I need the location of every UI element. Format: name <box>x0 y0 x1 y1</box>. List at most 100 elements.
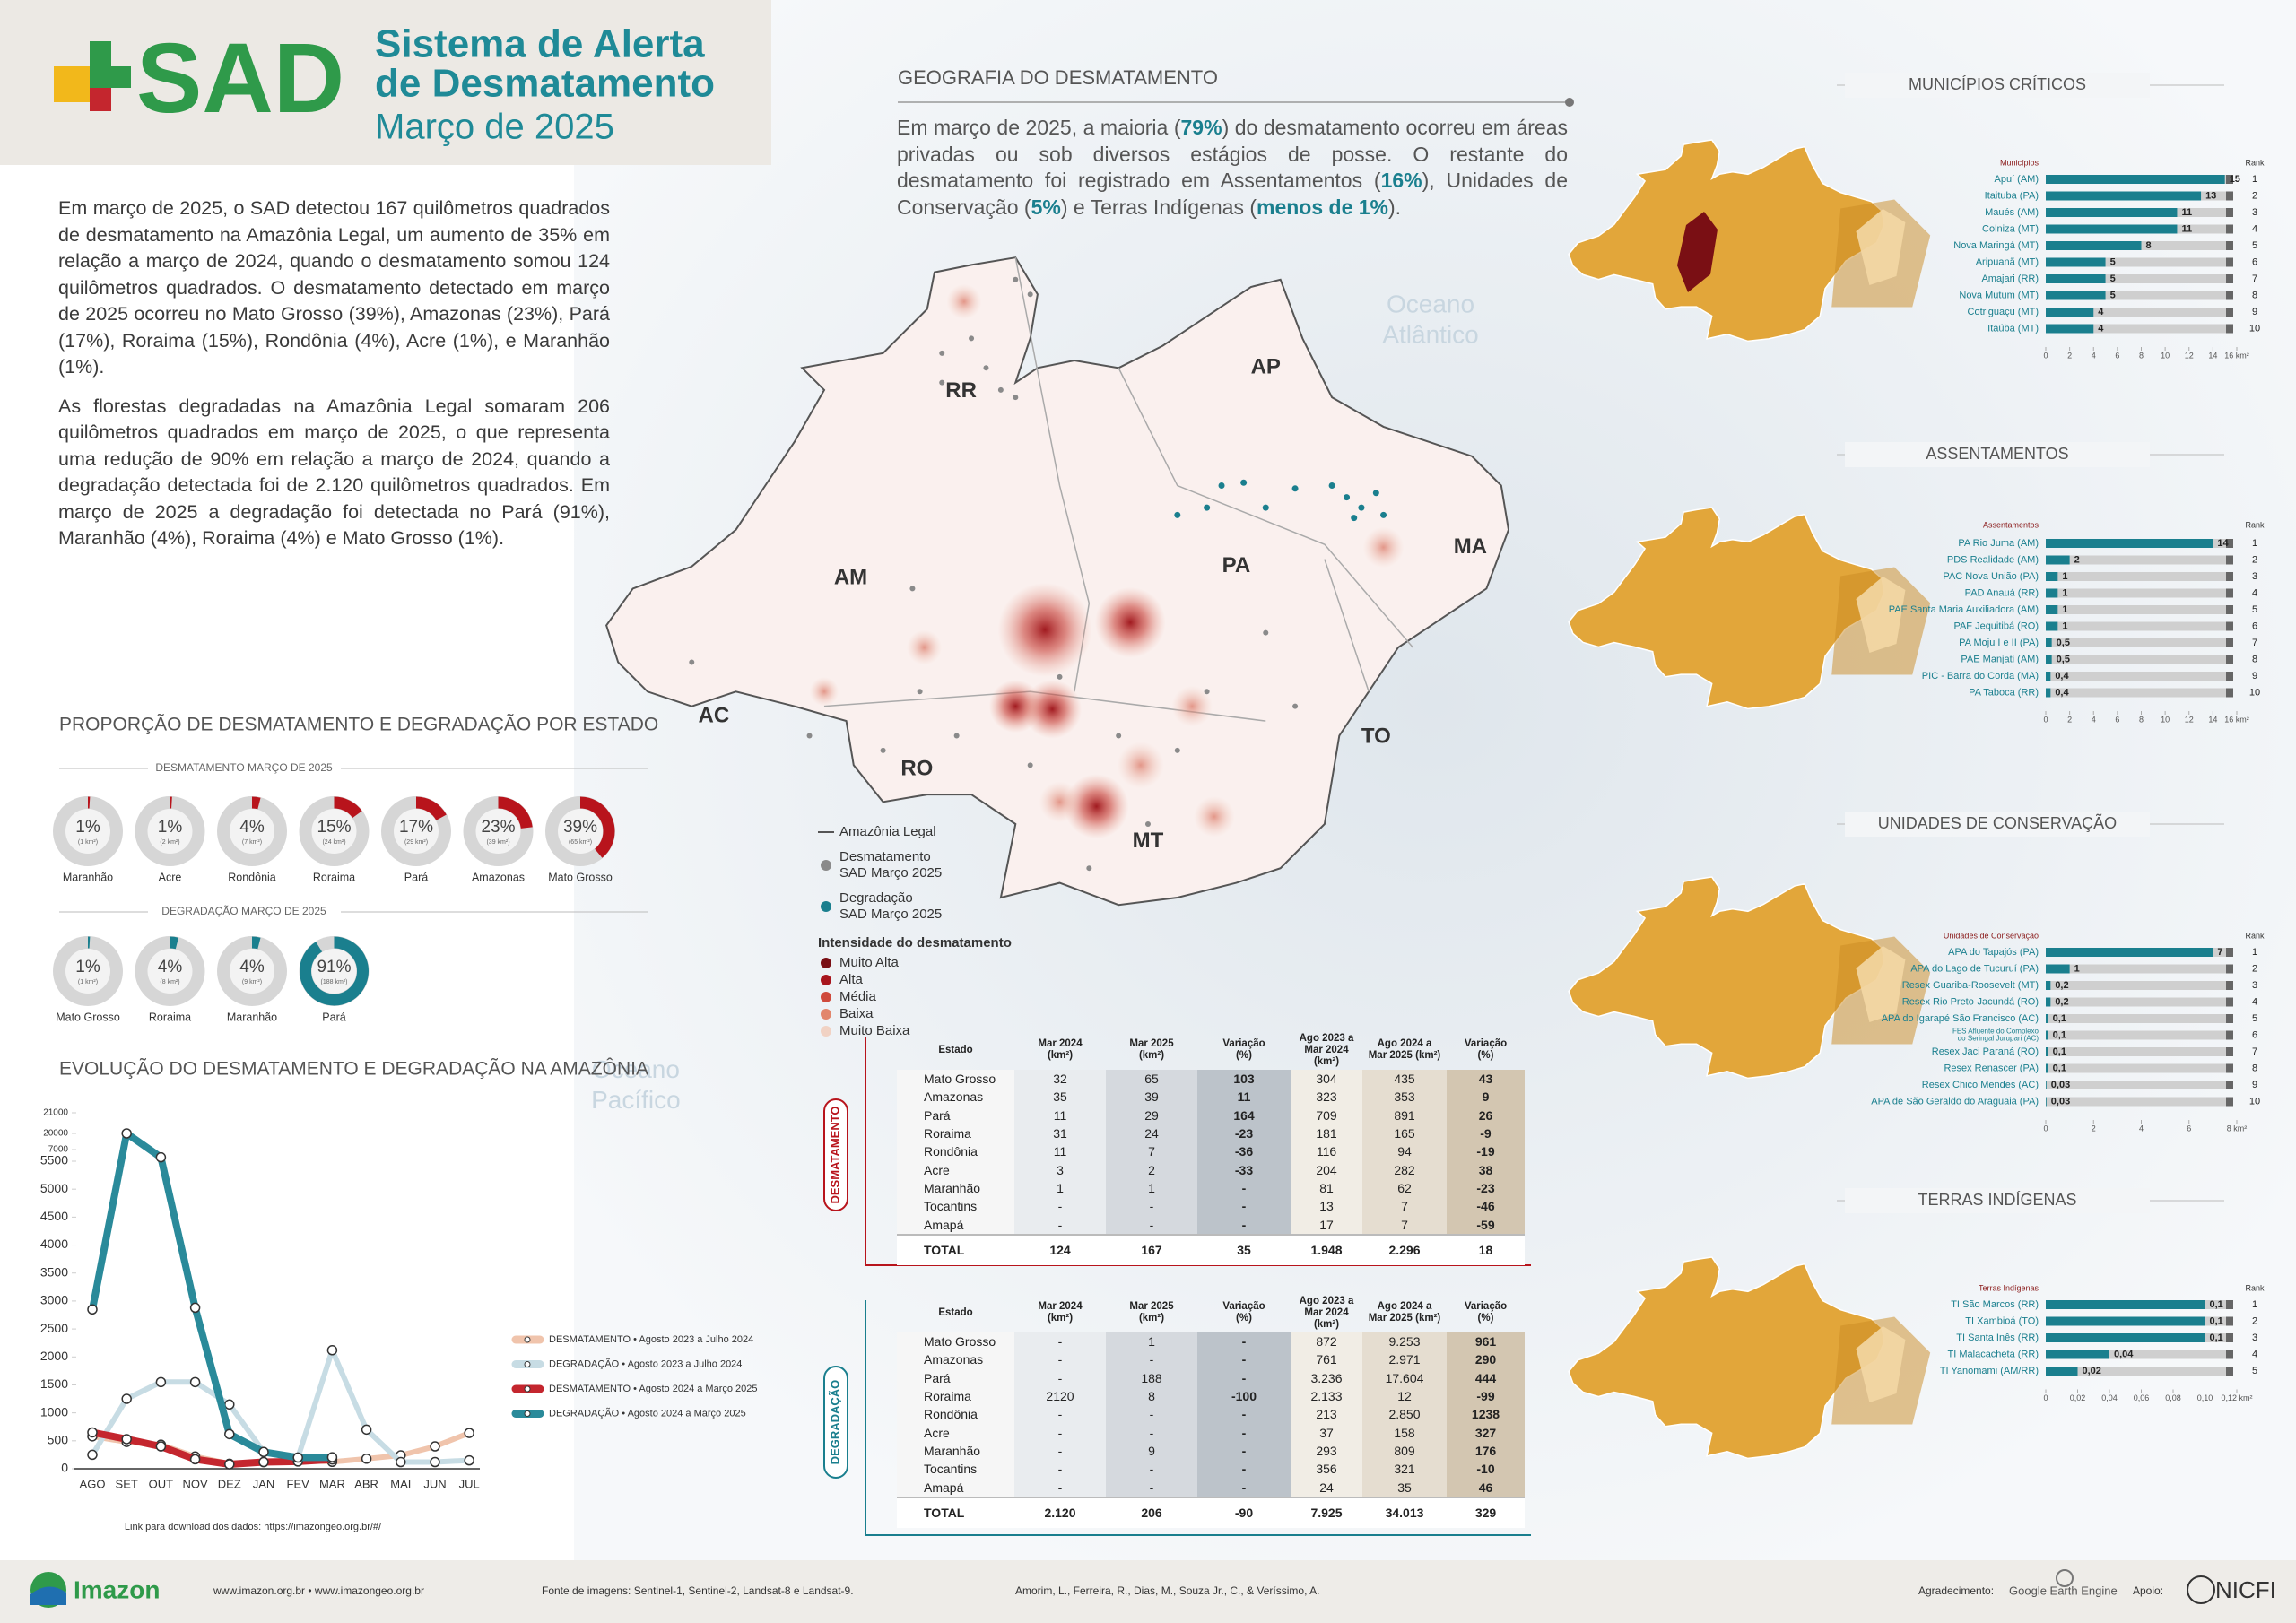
bar <box>2046 1081 2047 1089</box>
table-cell: 353 <box>1362 1088 1447 1107</box>
series-point <box>430 1456 440 1468</box>
series-point <box>361 1454 372 1464</box>
table-cell: 2120 <box>1014 1386 1106 1406</box>
bar <box>2046 241 2142 250</box>
mini-map-east <box>1856 946 1906 1022</box>
bar-track <box>2046 672 2231 681</box>
table-cell: 435 <box>1362 1070 1447 1089</box>
table-row: Rondônia - - -213 2.850 1238 <box>897 1405 1525 1424</box>
donut-hole <box>230 949 274 994</box>
value-label: 0,04 <box>2114 1349 2134 1359</box>
legend-label: Baixa <box>839 1006 874 1021</box>
x-tick-label: FEV <box>287 1477 310 1490</box>
table-cell: 2 <box>1106 1160 1197 1179</box>
bar-track <box>2046 1097 2231 1107</box>
value-label: 0,4 <box>2055 687 2069 698</box>
donut-hole <box>147 809 193 854</box>
table-row: Roraima 31 24 -23 181 165 -9 <box>897 1124 1525 1143</box>
legend-symbol <box>821 992 831 1002</box>
bar-cap <box>2226 655 2233 664</box>
state-label: AM <box>834 565 867 589</box>
y-tick-label: 7000 <box>48 1145 69 1155</box>
bar-label: Itaituba (PA) <box>1985 190 2039 201</box>
table-cell: 7.925 <box>1291 1496 1362 1528</box>
table-cell: Maranhão <box>897 1178 1014 1198</box>
table-cell: 39 <box>1106 1088 1197 1107</box>
donut-area: (24 km²) <box>322 839 345 846</box>
bar <box>2046 948 2213 957</box>
deforestation-dot <box>1204 689 1210 695</box>
data-table: Estado Mar 2024 (km²) Mar 2025 (km²) Variaç… <box>897 1293 1525 1528</box>
table-cell: 38 <box>1447 1160 1525 1179</box>
degradation-dot <box>1344 494 1351 501</box>
bar-label: Aripuanã (MT) <box>1976 256 2039 267</box>
column-header: Variação (%) <box>1464 1301 1508 1324</box>
table-cell: Acre <box>897 1160 1014 1179</box>
table-cell: - <box>1014 1332 1106 1351</box>
table-cell: - <box>1197 1350 1291 1369</box>
table-cell: 8 <box>1106 1386 1197 1406</box>
bar <box>2046 997 2051 1007</box>
value-label: 0,5 <box>2057 654 2070 664</box>
bar <box>2046 672 2051 681</box>
table-cell: 26 <box>1447 1106 1525 1124</box>
value-label: 0,03 <box>2051 1080 2070 1090</box>
table-cell: Tocantins <box>897 1197 1014 1216</box>
value-label: 13 <box>2205 190 2216 201</box>
rank: 2 <box>2252 190 2257 201</box>
donut-area: (9 km²) <box>242 979 262 985</box>
table-cell: 2.133 <box>1291 1386 1362 1406</box>
series-line <box>89 1428 336 1468</box>
x-tick-label: 14 <box>2208 351 2217 360</box>
y-tick-label: 4000 <box>40 1237 68 1251</box>
deforestation-dot <box>1013 276 1019 282</box>
y-tick-label: 5000 <box>40 1181 68 1195</box>
value-label: 0,03 <box>2051 1096 2070 1107</box>
rank: 9 <box>2252 671 2257 681</box>
table-cell: 329 <box>1447 1496 1525 1528</box>
ocean-label: Oceano <box>1387 291 1474 318</box>
donut-arc <box>217 936 287 1006</box>
rank: 3 <box>2252 980 2257 991</box>
table-cell: Amazonas <box>897 1088 1014 1107</box>
series-point <box>224 1399 235 1410</box>
bar-cap <box>2226 638 2233 647</box>
bar-track <box>2046 688 2231 698</box>
table-cell: 323 <box>1291 1088 1362 1107</box>
deforestation-dot <box>1027 291 1033 298</box>
y-tick-label: 20000 <box>43 1129 68 1139</box>
bar <box>2046 1030 2048 1040</box>
table-cell: -90 <box>1197 1496 1291 1528</box>
x-tick-label: 12 <box>2185 715 2194 724</box>
rule-mask <box>1845 442 2150 467</box>
column-header: Mar 2025 (km²) <box>1129 1038 1174 1061</box>
table-row: TOTAL 124 167 35 1.948 2.296 18 <box>897 1233 1525 1265</box>
bar-label: PAE Manjati (AM) <box>1961 654 2039 664</box>
table-cell: - <box>1014 1441 1106 1461</box>
bar-label: APA do Lago de Tucuruí (PA) <box>1910 963 2039 974</box>
table-cell: - <box>1106 1423 1197 1442</box>
series-point <box>121 1393 132 1404</box>
table-row: Rondônia 11 7 -36 116 94 -19 <box>897 1142 1525 1161</box>
table-cell: - <box>1106 1215 1197 1235</box>
footer-text: Fonte de imagens: Sentinel-1, Sentinel-2… <box>542 1584 854 1597</box>
value-label: 0,2 <box>2055 996 2068 1007</box>
table-cell: - <box>1106 1405 1197 1424</box>
value-label: 14 <box>2217 538 2229 549</box>
bar-cap <box>2226 241 2233 250</box>
table-cell: - <box>1197 1197 1291 1216</box>
section-title: GEOGRAFIA DO DESMATAMENTO <box>898 66 1218 89</box>
legend-title: Intensidade do desmatamento <box>818 935 1012 950</box>
value-label: 0,1 <box>2053 1046 2066 1057</box>
table-cell: -23 <box>1197 1124 1291 1143</box>
table-cell: 1 <box>1106 1178 1197 1198</box>
series-point <box>155 1376 167 1388</box>
x-tick-label: 6 <box>2115 715 2119 724</box>
table-cell: 891 <box>1362 1106 1447 1124</box>
table-cell: -100 <box>1197 1386 1291 1406</box>
donut-hole <box>475 809 521 854</box>
table-cell: - <box>1197 1368 1291 1387</box>
table-row: Maranhão -9-293 809 176 <box>897 1441 1525 1461</box>
ocean-label: Pacífico <box>591 1086 681 1114</box>
